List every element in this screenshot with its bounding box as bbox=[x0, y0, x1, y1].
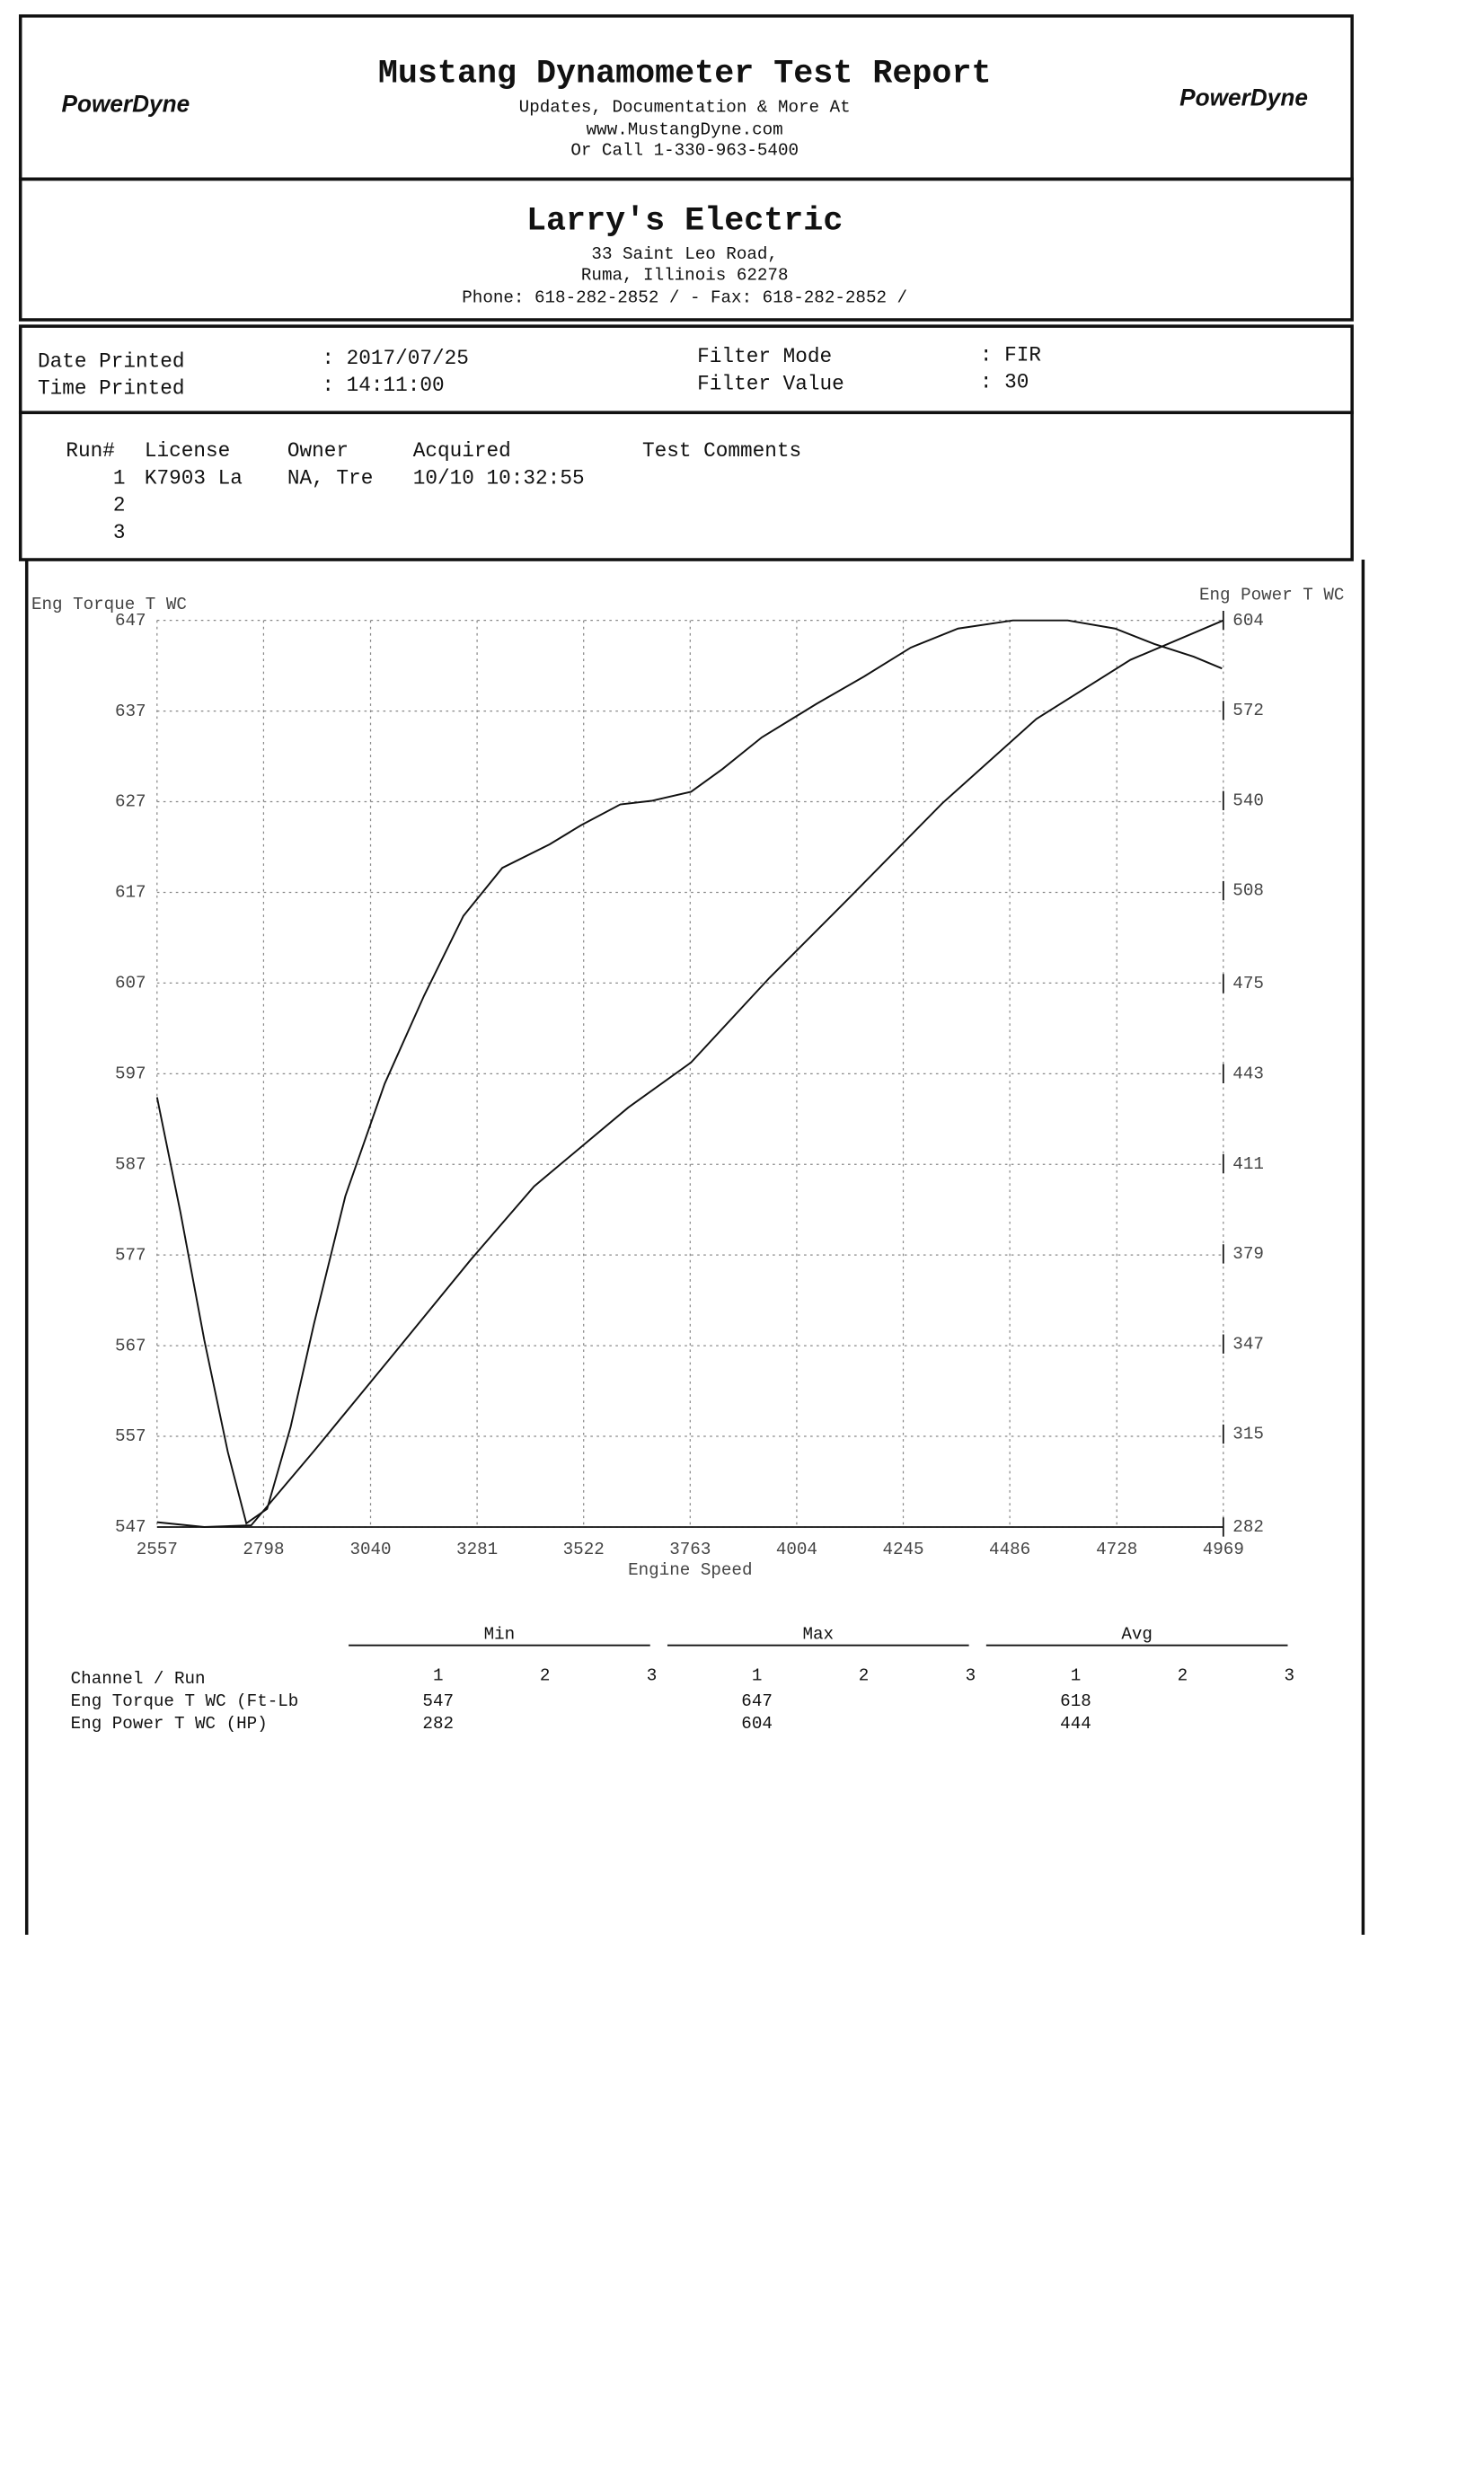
x-tick-label: 4004 bbox=[776, 1540, 817, 1559]
table-cell: 3 bbox=[113, 521, 126, 544]
y2-axis-label: Eng Power T WC bbox=[1199, 585, 1344, 605]
y2-tick-label: 411 bbox=[1232, 1154, 1264, 1174]
table-cell: 10/10 10:32:55 bbox=[413, 466, 585, 490]
print-info-box bbox=[18, 324, 1354, 415]
table-header: Acquired bbox=[413, 439, 511, 463]
summary-value: 547 bbox=[422, 1691, 454, 1711]
table-header: Owner bbox=[287, 439, 349, 463]
summary-value: 647 bbox=[741, 1691, 773, 1711]
summary-value: 604 bbox=[741, 1714, 773, 1734]
y-tick-label: 647 bbox=[115, 611, 146, 631]
summary-value: 444 bbox=[1060, 1714, 1091, 1734]
table-header: Test Comments bbox=[642, 439, 801, 463]
data-line bbox=[155, 619, 1223, 1525]
channel-label: Eng Torque T WC (Ft-Lb bbox=[71, 1691, 299, 1711]
shop-line: 33 Saint Leo Road, bbox=[591, 244, 778, 264]
y-tick-label: 587 bbox=[115, 1154, 146, 1174]
label: Time Printed bbox=[38, 377, 185, 401]
logo: PowerDyne bbox=[1179, 84, 1308, 110]
y2-tick-label: 604 bbox=[1232, 611, 1264, 631]
y2-tick-label: 282 bbox=[1232, 1517, 1264, 1537]
label: Filter Mode bbox=[697, 345, 832, 368]
x-tick-label: 4969 bbox=[1203, 1540, 1244, 1559]
value: : 2017/07/25 bbox=[322, 347, 469, 370]
x-tick-label: 4245 bbox=[882, 1540, 923, 1559]
runs-box bbox=[18, 411, 1354, 561]
x-tick-label: 2798 bbox=[243, 1540, 284, 1559]
group-header: Avg bbox=[1121, 1624, 1153, 1644]
value: : 14:11:00 bbox=[322, 374, 444, 397]
x-tick-label: 4728 bbox=[1096, 1540, 1137, 1559]
value: : FIR bbox=[980, 343, 1041, 366]
y-tick-label: 607 bbox=[115, 973, 146, 993]
y2-tick-label: 379 bbox=[1232, 1244, 1264, 1264]
y-tick-label: 627 bbox=[115, 792, 146, 812]
shop-box bbox=[18, 177, 1354, 322]
y-tick-label: 567 bbox=[115, 1336, 146, 1355]
group-header: Min bbox=[484, 1624, 516, 1644]
shop-name: Larry's Electric bbox=[526, 202, 843, 240]
run-number: 3 bbox=[1284, 1666, 1294, 1686]
summary-value: 618 bbox=[1060, 1691, 1091, 1711]
run-number: 3 bbox=[647, 1666, 658, 1686]
y2-tick-label: 475 bbox=[1232, 974, 1264, 993]
y2-tick-label: 315 bbox=[1232, 1425, 1264, 1444]
channel-header: Channel / Run bbox=[71, 1669, 206, 1689]
run-number: 1 bbox=[752, 1666, 763, 1686]
y-tick-label: 637 bbox=[115, 702, 146, 721]
y-tick-label: 597 bbox=[115, 1064, 146, 1083]
summary-value: 282 bbox=[422, 1714, 454, 1734]
table-cell: 2 bbox=[113, 493, 126, 516]
logo: PowerDyne bbox=[61, 90, 190, 117]
run-number: 2 bbox=[859, 1666, 870, 1686]
run-number: 2 bbox=[540, 1666, 551, 1686]
x-tick-label: 4486 bbox=[989, 1540, 1030, 1559]
x-tick-label: 2557 bbox=[137, 1540, 178, 1559]
run-number: 1 bbox=[433, 1666, 444, 1686]
label: Date Printed bbox=[38, 349, 185, 373]
run-number: 2 bbox=[1178, 1666, 1188, 1686]
run-number: 1 bbox=[1071, 1666, 1082, 1686]
y-axis-label: Eng Torque T WC bbox=[31, 595, 187, 614]
shop-line: Phone: 618-282-2852 / - Fax: 618-282-285… bbox=[462, 287, 907, 307]
table-header: Run# bbox=[66, 439, 115, 463]
y2-tick-label: 540 bbox=[1232, 790, 1264, 810]
data-line bbox=[156, 619, 1224, 1528]
y-tick-label: 577 bbox=[115, 1245, 146, 1265]
x-tick-label: 3040 bbox=[349, 1540, 391, 1559]
y2-tick-label: 508 bbox=[1232, 881, 1264, 901]
x-tick-label: 3281 bbox=[456, 1540, 498, 1559]
x-axis-label: Engine Speed bbox=[628, 1560, 752, 1580]
table-cell: K7903 La bbox=[145, 466, 243, 490]
table-header: License bbox=[145, 439, 230, 463]
report-title: Mustang Dynamometer Test Report bbox=[378, 55, 992, 93]
y-tick-label: 557 bbox=[115, 1426, 146, 1446]
y2-tick-label: 347 bbox=[1232, 1334, 1264, 1354]
header-line: www.MustangDyne.com bbox=[587, 119, 783, 139]
channel-label: Eng Power T WC (HP) bbox=[71, 1714, 268, 1734]
header-line: Updates, Documentation & More At bbox=[519, 97, 851, 117]
value: : 30 bbox=[980, 370, 1029, 393]
y-tick-label: 547 bbox=[115, 1517, 146, 1537]
y-tick-label: 617 bbox=[115, 882, 146, 902]
y2-tick-label: 443 bbox=[1232, 1064, 1264, 1083]
group-header: Max bbox=[802, 1624, 834, 1644]
header-line: Or Call 1-330-963-5400 bbox=[570, 140, 799, 160]
run-number: 3 bbox=[966, 1666, 976, 1686]
table-cell: 1 bbox=[113, 466, 126, 490]
label: Filter Value bbox=[697, 372, 844, 395]
table-cell: NA, Tre bbox=[287, 466, 373, 490]
y2-tick-label: 572 bbox=[1232, 701, 1264, 720]
shop-line: Ruma, Illinois 62278 bbox=[581, 265, 789, 285]
x-tick-label: 3522 bbox=[563, 1540, 605, 1559]
x-tick-label: 3763 bbox=[669, 1540, 711, 1559]
